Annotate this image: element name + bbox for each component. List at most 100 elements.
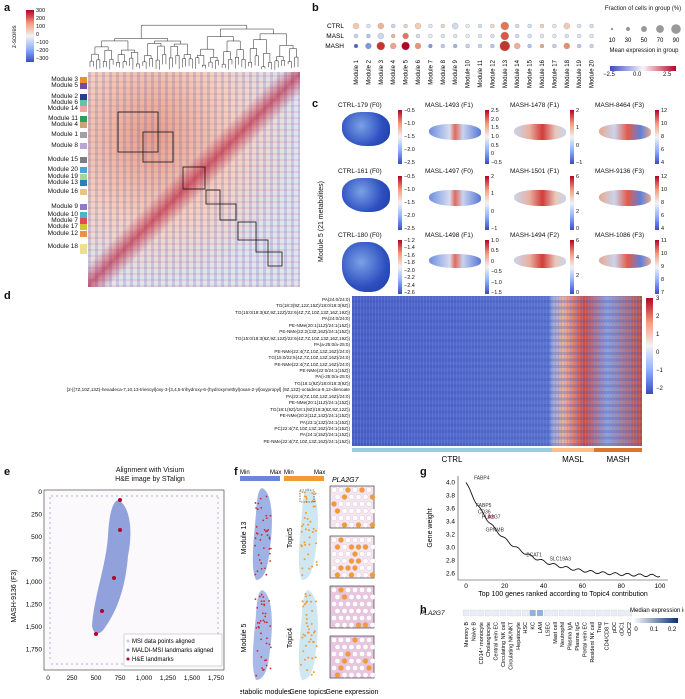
panel-c-sample-title: MASL-1493 (F1) [425,102,474,109]
panel-f-hex-spot [352,601,358,607]
panel-b-dot [452,22,459,30]
panel-a-module-label: Module 6 [51,99,78,106]
module-box [255,239,269,253]
panel-a-colorbar-tick: −300 [36,56,49,62]
panel-f-hex-spot [341,494,348,500]
panel-h-cell-label: Resident NK cell [590,622,596,663]
dendrogram-branch [162,54,167,65]
panel-f-spot [260,593,263,596]
panel-a-module-label: Module 7 [51,217,78,224]
panel-a-module-label: Module 4 [51,121,78,128]
panel-a-module-color-chip [80,106,87,112]
dendrogram-branch [155,59,160,70]
panel-b-dot [365,42,372,50]
dendrogram-branch [215,60,220,70]
panel-d-heatmap [352,296,642,446]
panel-f-hex-spot [359,601,365,607]
panel-e-ytick: 1,000 [26,579,43,586]
panel-f-spot [258,595,261,598]
panel-d-colorbar-tick: 1 [656,332,660,338]
panel-c-colorbar-tick: −2.0 [404,267,415,274]
panel-f-hex-spot [366,565,372,571]
dendrogram-branch [200,48,215,58]
panel-e-legend-marker [126,639,130,643]
panel-f-spot [268,600,270,602]
panel-f-hex-spot [359,501,365,507]
panel-c-colorbar-tick: 12 [661,108,668,114]
panel-b-dot [353,43,359,49]
panel-f-hex-spot [359,515,365,521]
panel-f-row-label: Topic5 [287,528,294,548]
panel-f-spot [313,500,316,503]
panel-c-colorbar-tick: 2 [576,272,580,279]
panel-a-module-color-chip [80,94,87,100]
panel-f-spot [308,567,311,570]
panel-c-colorbar-tick: 1 [491,191,495,198]
panel-f-spot [312,671,315,674]
panel-f-spot [261,612,264,615]
panel-c-colorbar-tick: 10 [661,251,668,257]
panel-f-hex-spot [334,594,341,600]
module-box [182,166,206,190]
dendrogram-branch [197,55,205,66]
dendrogram-branch [281,60,286,67]
panel-h-cell-label: KC [531,622,537,630]
msi-point [217,552,219,554]
msi-point [49,657,51,659]
msi-point [217,582,219,584]
panel-f-hex-spot [334,508,341,514]
panel-f-hex-spot [369,672,376,678]
panel-d-row-label: PA(22:4(7Z,10Z,13Z,16Z)/24:0) [285,393,350,399]
panel-f-spot [301,636,304,639]
panel-g-annotation: 8th [488,514,495,520]
dendrogram-branch [175,55,180,69]
panel-d-row-label: PC(22:4(7Z,10Z,13Z,16Z)/24:1(15Z)) [274,426,350,431]
panel-f-hex-spot [348,622,355,628]
panel-c-colorbar-tick: 4 [576,255,580,262]
panel-c-colorbar-tick: −0.5 [404,108,415,114]
panel-g-ytick: 3.0 [446,545,455,552]
panel-f-hex-spot [359,551,365,557]
panel-d-row-label: PE-NMe(22:4(7Z,10Z,13Z,16Z)/24:1(15Z)) [263,438,350,444]
panel-f-spot [302,650,305,653]
panel-b-dot [414,22,422,30]
dendrogram-branch [289,48,297,62]
msi-point [217,627,219,629]
panel-f-spot [313,631,316,634]
msi-point [56,663,58,665]
panel-h-cell [485,609,492,617]
panel-b-column-label: Module 17 [552,59,558,88]
panel-a-colorbar-tick: −200 [36,48,49,54]
panel-c-colorbar-tick: −1.2 [404,238,415,244]
panel-c-tissue-image [342,112,390,146]
panel-h-cell-label: Hepatocyte [516,622,522,650]
panel-f-spot [255,674,258,677]
module-box [219,203,237,221]
panel-f-spot [306,517,309,520]
panel-f-hex-spot [348,558,355,564]
panel-f-spot [310,623,313,626]
panel-f-hex-spot [345,637,351,643]
panel-a-module-label: Module 9 [51,203,78,210]
panel-f-spot [305,595,308,598]
panel-h-cell [603,609,610,617]
panel-f-hex-spot [334,522,341,528]
panel-f-hex-spot [362,544,369,550]
msi-point [49,587,51,589]
panel-f-spot [265,573,268,576]
panel-a-module-color-chip [80,167,87,173]
panel-g-annotation: CD36 [478,510,491,516]
dendrogram-branch [117,54,125,63]
panel-c-sample-title: MASH-1501 (F1) [510,168,560,175]
panel-f-spot [265,642,268,645]
panel-d-group-mash [594,448,642,452]
dendrogram-branch [248,61,253,68]
panel-f-zoom-panel [329,585,375,629]
msi-point [96,663,98,665]
panel-f-hex-spot [341,608,348,614]
msi-point [217,587,219,589]
panel-b-dot [564,33,569,39]
panel-c-colorbar [655,110,659,164]
msi-point [81,495,83,497]
panel-c-tissue-image [599,190,651,206]
